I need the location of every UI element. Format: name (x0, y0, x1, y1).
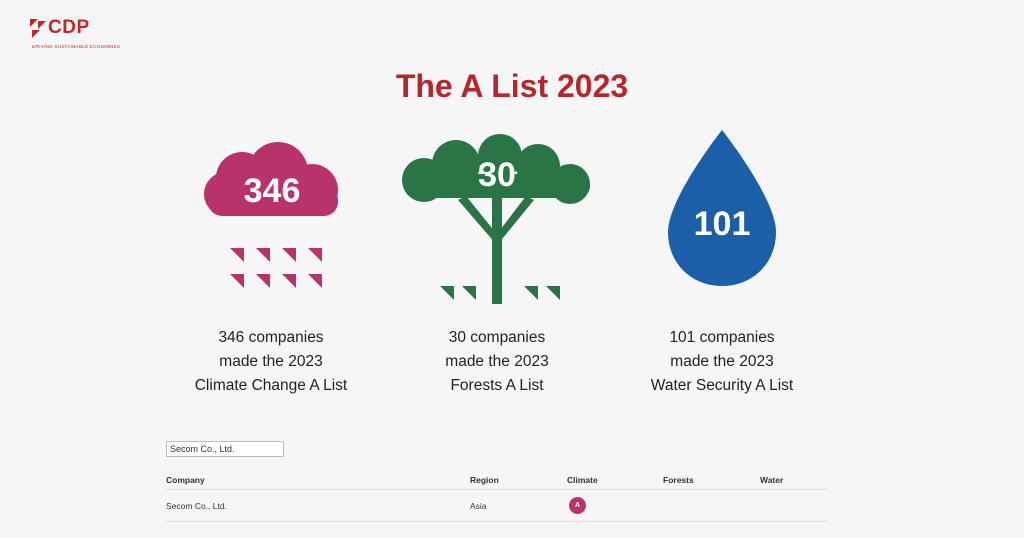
climate-count: 346 (244, 172, 301, 210)
climate-score-badge: A (569, 497, 586, 514)
water-caption-line-1: 101 companies (669, 329, 775, 346)
climate-caption-line-3: Climate Change A List (194, 377, 348, 394)
a-list-table: Company Region Climate Forests Water Sec… (166, 470, 828, 522)
header-region[interactable]: Region (470, 475, 499, 485)
header-company[interactable]: Company (166, 475, 205, 485)
brand-name: CDP (48, 17, 90, 38)
page-title: The A List 2023 (395, 68, 629, 104)
forests-caption: 30 companies made the 2023 Forests A Lis… (387, 326, 607, 398)
tree-icon: 30 (402, 134, 590, 304)
cell-region: Asia (470, 501, 487, 511)
header-climate[interactable]: Climate (567, 475, 598, 485)
water-caption: 101 companies made the 2023 Water Securi… (612, 326, 832, 398)
header-forests[interactable]: Forests (663, 475, 694, 485)
cell-company: Secom Co., Ltd. (166, 501, 227, 511)
water-drop-icon: 101 (668, 130, 776, 286)
forests-caption-line-1: 30 companies (448, 329, 546, 346)
cdp-logo-icon (30, 19, 46, 38)
company-search-input[interactable] (166, 441, 284, 457)
water-caption-line-3: Water Security A List (650, 377, 794, 394)
forests-caption-line-3: Forests A List (450, 377, 544, 394)
table-row: Secom Co., Ltd. Asia A (166, 490, 828, 522)
water-count: 101 (694, 205, 751, 243)
forests-count: 30 (478, 156, 516, 194)
brand-tagline: DRIVING SUSTAINABLE ECONOMIES (32, 44, 121, 49)
header-water[interactable]: Water (760, 475, 784, 485)
cdp-logo[interactable]: CDP DRIVING SUSTAINABLE ECONOMIES (30, 17, 130, 53)
forests-caption-line-2: made the 2023 (445, 353, 549, 370)
rain-cloud-icon: 346 (204, 142, 338, 288)
climate-caption-line-2: made the 2023 (219, 353, 323, 370)
water-caption-line-2: made the 2023 (670, 353, 774, 370)
climate-caption-line-1: 346 companies (218, 329, 324, 346)
table-header: Company Region Climate Forests Water (166, 470, 828, 490)
climate-caption: 346 companies made the 2023 Climate Chan… (161, 326, 381, 398)
